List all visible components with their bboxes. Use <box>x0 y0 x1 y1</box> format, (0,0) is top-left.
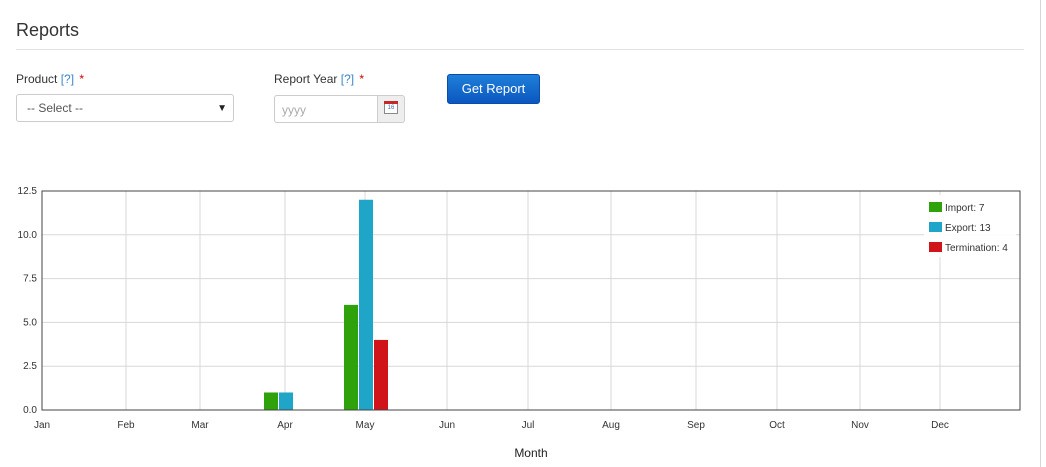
x-tick-label: Nov <box>851 420 869 431</box>
page-title: Reports <box>16 20 80 40</box>
panel-edge <box>1040 0 1041 467</box>
report-year-placeholder: yyyy <box>282 103 306 117</box>
plot-area <box>42 191 1020 410</box>
product-select-value: -- Select -- <box>27 101 84 115</box>
legend-label: Export: 13 <box>945 223 991 234</box>
report-year-required-marker: * <box>359 72 365 86</box>
product-label-group: Product [?] * <box>16 72 84 86</box>
x-tick-label: Aug <box>602 420 620 431</box>
bar <box>374 339 388 410</box>
chevron-down-icon: ▼ <box>217 103 227 114</box>
y-tick-label: 12.5 <box>18 186 38 197</box>
bar <box>359 199 373 410</box>
x-tick-label: May <box>356 420 375 431</box>
product-help-link[interactable]: [?] <box>60 72 75 86</box>
product-label: Product <box>16 72 58 86</box>
y-tick-label: 0.0 <box>23 405 37 416</box>
product-select[interactable]: -- Select -- ▼ <box>16 94 234 122</box>
get-report-button[interactable]: Get Report <box>447 74 540 104</box>
bar <box>264 392 278 410</box>
calendar-button[interactable]: 16 <box>377 95 405 123</box>
legend-label: Termination: 4 <box>945 243 1008 254</box>
y-tick-label: 7.5 <box>23 274 37 285</box>
legend-label: Import: 7 <box>945 203 985 214</box>
y-tick-label: 5.0 <box>23 317 37 328</box>
report-year-help-link[interactable]: [?] <box>340 72 355 86</box>
x-tick-label: Feb <box>117 420 135 431</box>
report-year-input[interactable]: yyyy <box>274 95 378 123</box>
bar <box>279 392 293 410</box>
x-tick-label: Dec <box>931 420 949 431</box>
x-axis-title: Month <box>514 446 547 460</box>
y-tick-label: 2.5 <box>23 361 37 372</box>
x-tick-label: Oct <box>769 420 785 431</box>
legend-swatch <box>929 242 942 252</box>
x-tick-label: Jan <box>34 420 50 431</box>
x-tick-label: Jul <box>522 420 535 431</box>
y-tick-label: 10.0 <box>18 230 38 241</box>
product-required-marker: * <box>79 72 85 86</box>
title-divider <box>16 49 1024 50</box>
bar <box>344 304 358 410</box>
legend-swatch <box>929 202 942 212</box>
x-tick-label: Apr <box>277 420 293 431</box>
calendar-icon-day: 16 <box>384 104 398 114</box>
report-year-label-group: Report Year [?] * <box>274 72 364 86</box>
plot-border <box>41 190 1021 411</box>
x-tick-label: Sep <box>687 420 705 431</box>
calendar-icon <box>384 101 398 104</box>
x-tick-label: Jun <box>439 420 455 431</box>
report-year-label: Report Year <box>274 72 338 86</box>
legend-swatch <box>929 222 942 232</box>
x-tick-label: Mar <box>191 420 209 431</box>
